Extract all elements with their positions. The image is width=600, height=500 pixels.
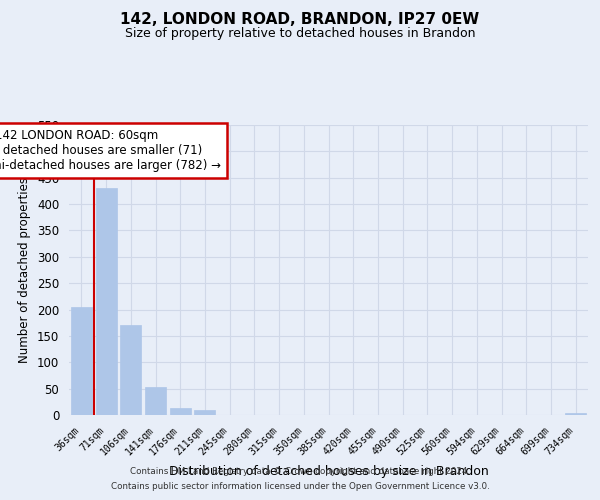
Text: Size of property relative to detached houses in Brandon: Size of property relative to detached ho… bbox=[125, 28, 475, 40]
Bar bbox=[71, 307, 92, 415]
X-axis label: Distribution of detached houses by size in Brandon: Distribution of detached houses by size … bbox=[169, 465, 488, 478]
Bar bbox=[95, 188, 116, 415]
Bar bbox=[120, 326, 141, 415]
Text: 142 LONDON ROAD: 60sqm
← 8% of detached houses are smaller (71)
89% of semi-deta: 142 LONDON ROAD: 60sqm ← 8% of detached … bbox=[0, 130, 221, 172]
Bar bbox=[565, 414, 586, 415]
Text: Contains HM Land Registry data © Crown copyright and database right 2024.: Contains HM Land Registry data © Crown c… bbox=[130, 467, 470, 476]
Bar bbox=[170, 408, 191, 415]
Bar bbox=[194, 410, 215, 415]
Text: Contains public sector information licensed under the Open Government Licence v3: Contains public sector information licen… bbox=[110, 482, 490, 491]
Y-axis label: Number of detached properties: Number of detached properties bbox=[19, 177, 31, 363]
Text: 142, LONDON ROAD, BRANDON, IP27 0EW: 142, LONDON ROAD, BRANDON, IP27 0EW bbox=[121, 12, 479, 28]
Bar bbox=[145, 387, 166, 415]
